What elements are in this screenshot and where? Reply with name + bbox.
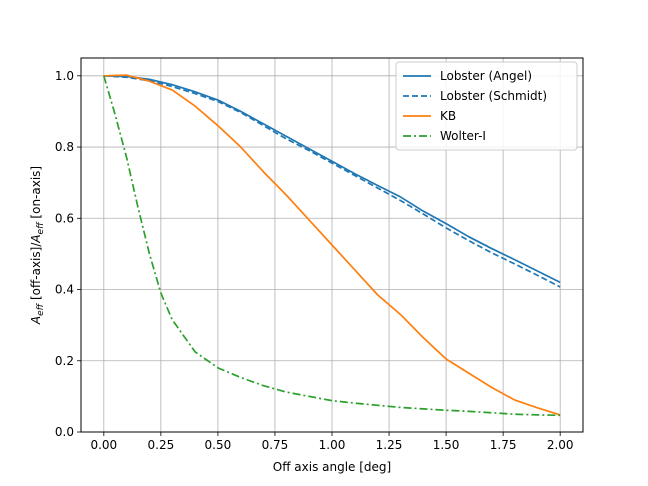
series-group xyxy=(103,74,561,417)
y-tick-label: 1.0 xyxy=(55,69,74,83)
x-axis-ticks: 0.00 0.25 0.50 0.75 1.00 1.25 1.50 1.75 2.00 xyxy=(90,432,574,452)
series-line-1 xyxy=(103,74,561,288)
y-tick-label: 0.2 xyxy=(55,354,74,368)
y-label-on: [on-axis] xyxy=(29,166,43,223)
legend-label-0: Lobster (Angel) xyxy=(440,69,532,83)
legend-label-3: Wolter-I xyxy=(440,129,486,143)
x-tick-label: 1.75 xyxy=(490,438,517,452)
series-line-0 xyxy=(103,74,561,284)
y-tick-label: 0.0 xyxy=(55,425,74,439)
y-label-a: A xyxy=(29,316,43,325)
x-tick-label: 1.50 xyxy=(433,438,460,452)
x-tick-label: 0.00 xyxy=(90,438,117,452)
y-label-a2: A xyxy=(29,234,43,243)
series-line-2 xyxy=(103,74,561,416)
x-tick-label: 0.25 xyxy=(148,438,175,452)
legend-label-1: Lobster (Schmidt) xyxy=(440,89,547,103)
x-tick-label: 1.00 xyxy=(319,438,346,452)
x-tick-label: 2.00 xyxy=(547,438,574,452)
x-tick-label: 0.75 xyxy=(262,438,289,452)
x-tick-label: 1.25 xyxy=(376,438,403,452)
legend-label-2: KB xyxy=(440,109,456,123)
legend: Lobster (Angel) Lobster (Schmidt) KB Wolter… xyxy=(395,61,578,151)
legend-box xyxy=(395,61,578,151)
y-tick-label: 0.6 xyxy=(55,211,74,225)
y-axis-label: Aeff [off-axis]/Aeff [on-axis] xyxy=(29,166,46,325)
y-label-eff2-sub: eff xyxy=(36,221,46,235)
y-label-eff-sub: eff xyxy=(36,302,46,316)
y-axis-ticks: 0.0 0.2 0.4 0.6 0.8 1.0 xyxy=(55,69,81,439)
y-tick-label: 0.8 xyxy=(55,140,74,154)
series-line-3 xyxy=(103,75,561,417)
y-tick-label: 0.4 xyxy=(55,283,74,297)
y-label-off: [off-axis]/ xyxy=(29,242,43,304)
x-axis-label: Off axis angle [deg] xyxy=(273,460,391,474)
x-tick-label: 0.50 xyxy=(205,438,232,452)
